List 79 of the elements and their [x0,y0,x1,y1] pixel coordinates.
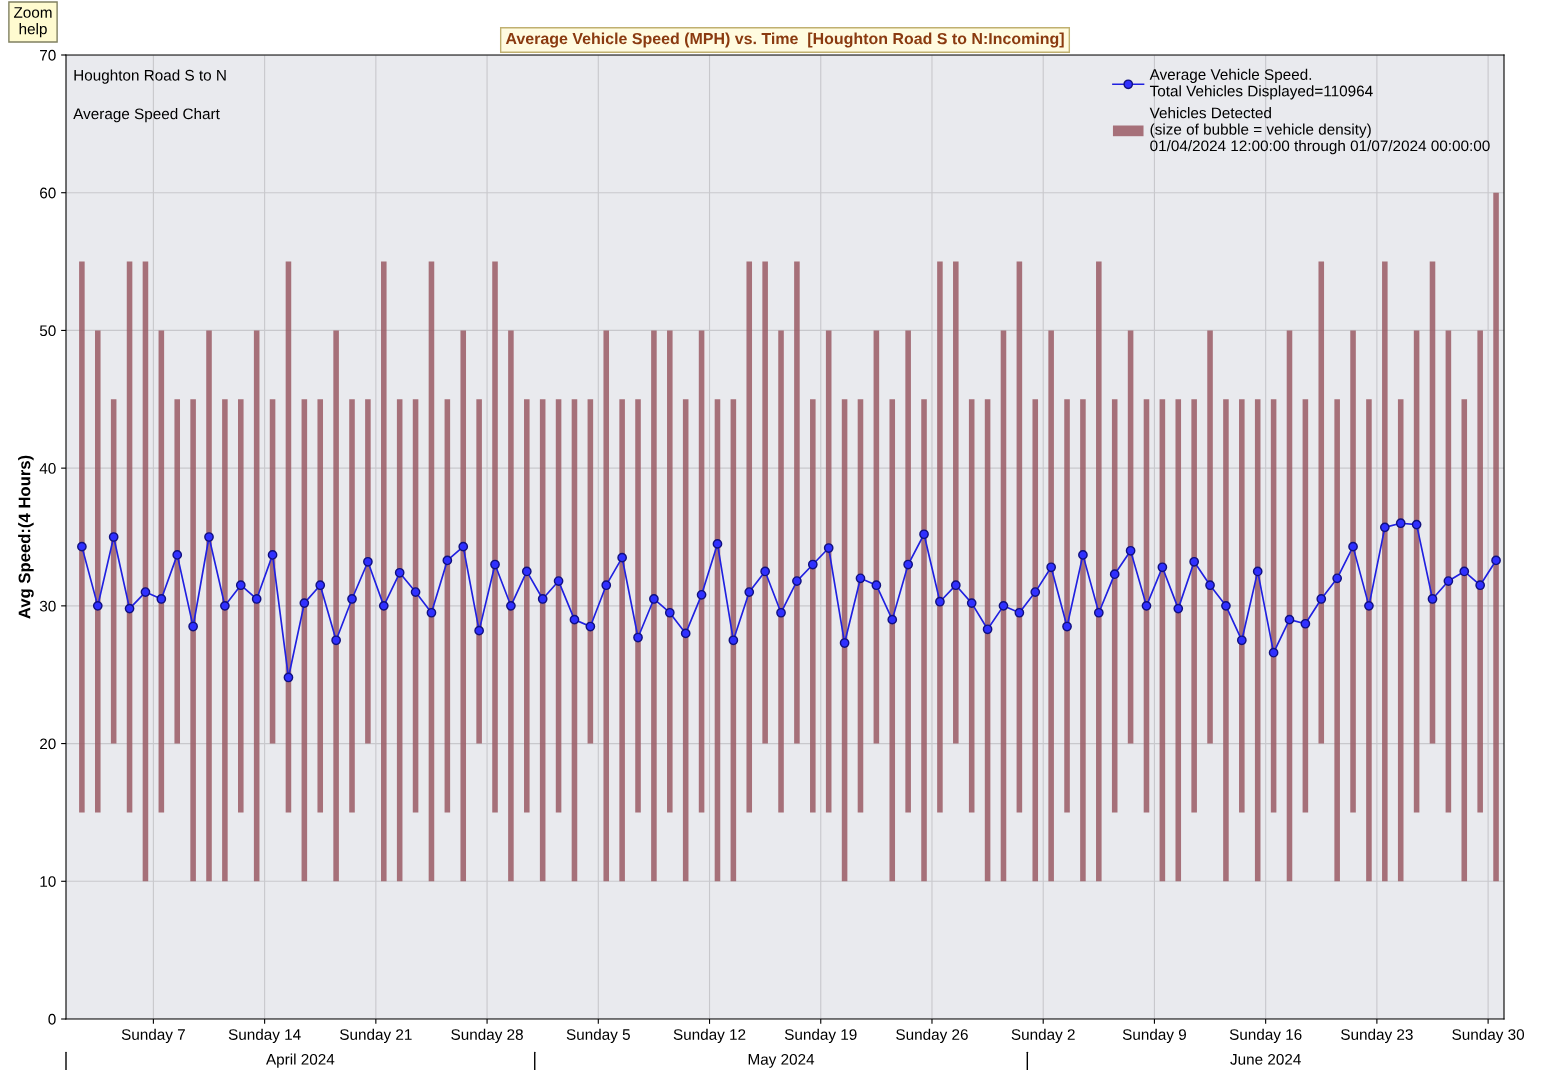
bar [1477,330,1483,813]
x-tick-label: Sunday 12 [673,1028,746,1043]
y-tick-label: 10 [40,876,56,887]
bar [508,330,514,882]
bar [794,261,800,744]
bar [79,261,85,813]
text: Zoom help [13,7,52,38]
bar [524,399,530,813]
bar [365,399,371,744]
bar [381,261,387,882]
text: May 2024 [748,1053,815,1068]
bar [1175,399,1182,882]
y-tick-label: 30 [39,600,56,612]
bar [1191,399,1197,813]
annotation: Average Speed Chart [73,108,220,123]
bar [1350,330,1356,813]
bar [476,399,482,744]
y-tick-label: 70 [40,49,56,61]
text: April 2024 [266,1053,335,1068]
bar [206,330,212,882]
bar [778,330,784,813]
bar [1493,192,1499,882]
x-tick-label: Sunday 5 [566,1028,630,1043]
bar [905,330,911,813]
y-axis-title: Avg Speed:(4 Hours) [18,455,34,619]
bar [1223,399,1229,882]
bar [651,330,657,882]
bar [762,261,768,744]
legend-label: Vehicles Detected (size of bubble = vehicle density) 01/04/2024 12:00:00 through 01/07/2024 00:00:00 [1149,107,1490,155]
bar [1334,399,1340,882]
bar [349,399,355,813]
bar [603,330,610,882]
y-tick-label: 40 [39,463,56,474]
y-tick-label: 0 [48,1013,56,1025]
bar [937,261,943,813]
x-tick-label: Sunday 28 [451,1028,523,1043]
x-tick-label: Sunday 26 [896,1028,968,1043]
x-tick-label: Sunday 9 [1122,1028,1186,1043]
bar [1239,399,1245,813]
bar [1080,399,1086,882]
bar [317,399,324,813]
chart-title: Average Vehicle Speed (MPH) vs. Time [Houghton Road S to N:Incoming] [505,32,1064,48]
legend-label: Average Vehicle Speed. Total Vehicles Displayed=110964 [1149,68,1373,100]
bar [667,330,673,813]
bar [619,399,625,882]
bar [333,330,339,882]
x-tick-label: Sunday 23 [1341,1028,1413,1043]
bar [1207,330,1213,744]
bar [1382,261,1388,882]
bar [635,399,641,813]
y-tick-label: 20 [40,738,56,750]
bar [1366,399,1372,882]
bar [921,399,927,882]
bar [222,399,228,882]
bar [746,261,753,813]
x-tick-label: Sunday 7 [121,1028,185,1043]
bar [1048,330,1054,882]
bar [1461,399,1468,882]
y-tick-label: 50 [39,325,56,337]
x-tick-label: Sunday 2 [1011,1028,1075,1043]
bar [460,330,467,882]
annotation: Houghton Road S to N [74,69,226,84]
x-tick-label: Sunday 30 [1452,1028,1525,1043]
bar [1032,399,1039,882]
bar [190,399,196,882]
x-tick-label: Sunday 14 [228,1028,301,1043]
x-tick-label: Sunday 19 [784,1028,857,1043]
bar [492,261,498,813]
bar [889,399,896,882]
bar [1096,261,1102,882]
bar [810,399,816,813]
bar [953,261,959,744]
bar [174,399,181,744]
bar [1318,261,1325,744]
bar [1064,399,1070,813]
text: June 2024 [1230,1053,1301,1065]
y-tick-label: 60 [40,187,56,199]
x-tick-label: Sunday 21 [340,1028,412,1043]
x-tick-label: Sunday 16 [1229,1028,1302,1043]
